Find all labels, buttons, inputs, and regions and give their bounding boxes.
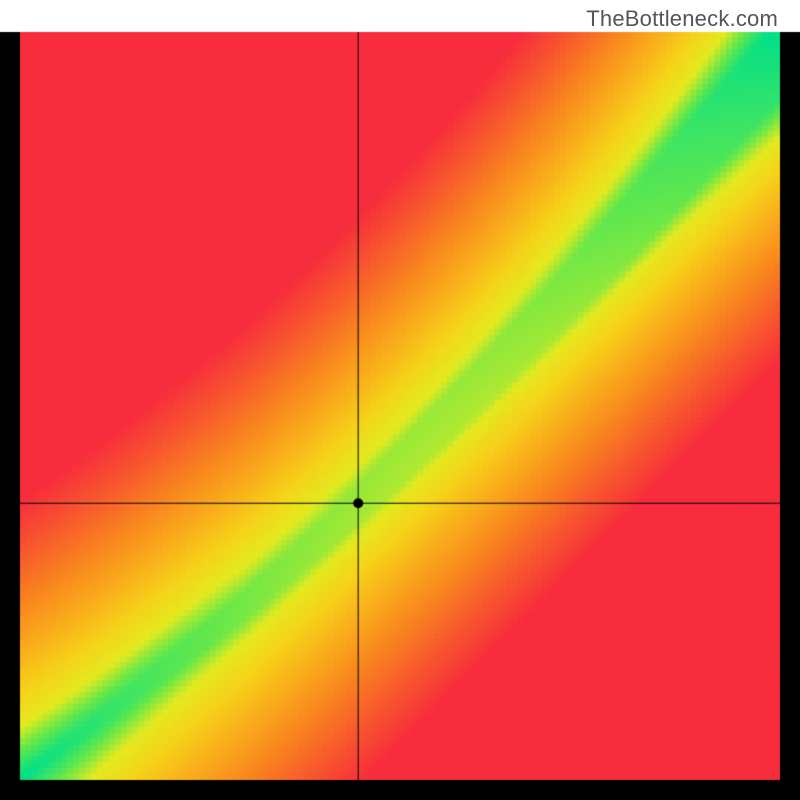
bottleneck-chart: TheBottleneck.com [0,0,800,800]
heatmap-canvas [0,0,800,800]
watermark-text: TheBottleneck.com [586,6,778,32]
